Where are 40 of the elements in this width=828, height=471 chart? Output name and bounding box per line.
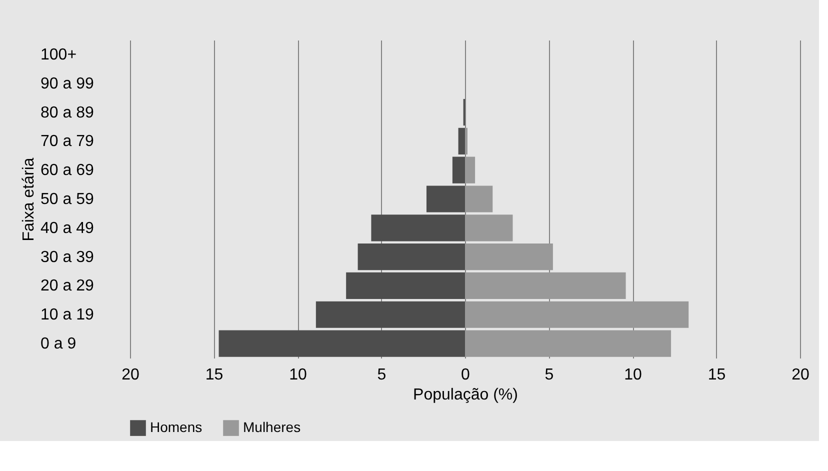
legend-label: Mulheres [243, 419, 301, 436]
bar [465, 272, 626, 300]
x-tick-label: 10 [624, 366, 642, 384]
bar [465, 128, 468, 154]
y-tick-label: 30 a 39 [40, 248, 94, 266]
bar [465, 186, 493, 212]
y-tick-label: 60 a 69 [40, 162, 94, 180]
y-tick-label: 100+ [40, 46, 77, 64]
bar [465, 301, 689, 328]
y-tick-label: 70 a 79 [40, 133, 94, 150]
x-axis-title: População (%) [413, 386, 518, 404]
y-axis-title: Faixa etária [20, 158, 38, 242]
y-tick-label: 50 a 59 [40, 191, 94, 208]
bar [426, 186, 465, 212]
bar [465, 244, 553, 270]
x-tick-label: 20 [792, 366, 810, 384]
y-tick-label: 0 a 9 [40, 336, 76, 353]
x-tick-label: 5 [377, 366, 386, 384]
y-tick-label: 10 a 19 [40, 306, 94, 324]
bar [465, 330, 672, 357]
bar [452, 156, 465, 184]
x-tick-label: 0 [461, 366, 470, 384]
x-tick-label: 10 [289, 366, 307, 384]
y-tick-label: 90 a 99 [40, 75, 94, 92]
y-tick-label: 80 a 89 [40, 104, 94, 122]
bar [346, 272, 465, 300]
bar [458, 128, 465, 154]
y-tick-label: 40 a 49 [40, 220, 94, 237]
y-tick-label: 20 a 29 [40, 278, 94, 295]
legend-label: Homens [150, 419, 202, 436]
x-tick-label: 20 [122, 366, 140, 384]
x-tick-label: 15 [205, 366, 224, 384]
bar [371, 214, 465, 242]
bar [465, 214, 513, 242]
bar [316, 301, 465, 328]
bar [218, 330, 465, 357]
x-tick-label: 5 [544, 366, 554, 384]
x-tick-label: 15 [708, 366, 726, 384]
bar [465, 156, 476, 184]
bar [358, 244, 465, 270]
